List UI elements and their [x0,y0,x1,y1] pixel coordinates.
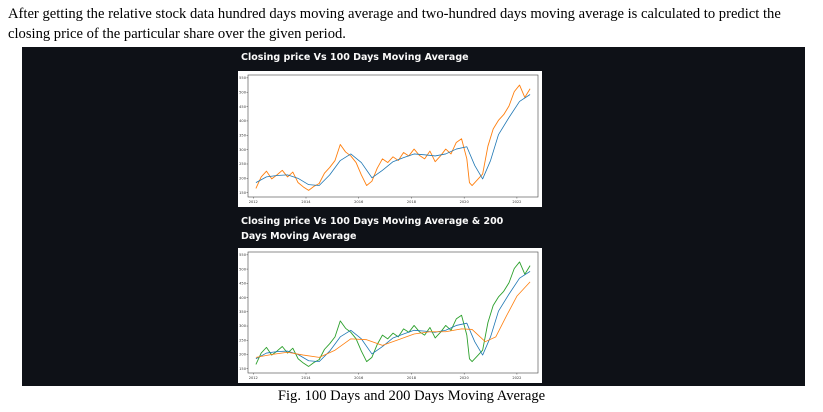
series-line-2 [255,281,531,358]
x-tick-label: 2018 [407,200,417,204]
y-tick-label: 350 [239,133,247,137]
series-line-0 [255,261,531,367]
y-tick-label: 450 [239,282,247,286]
y-tick-label: 450 [239,105,247,109]
x-tick-label: 2022 [512,376,521,380]
series-line-1 [255,271,531,363]
x-tick-label: 2020 [460,200,470,204]
x-tick-label: 2016 [354,200,364,204]
y-tick-label: 200 [239,177,247,181]
x-tick-label: 2014 [301,200,311,204]
y-tick-label: 150 [239,367,247,371]
x-tick-label: 2012 [249,376,258,380]
plot-frame [247,74,539,198]
x-tick-label: 2014 [301,376,311,380]
y-tick-label: 350 [239,310,247,314]
y-tick-label: 250 [239,162,247,166]
y-tick-label: 400 [239,119,247,123]
dark-panel: Closing price Vs 100 Days Moving Average… [22,47,805,386]
plot-frame [247,251,539,374]
chart-1-box: 150 200 250 300 350 400 450 500 550 2012 2014 2016 2… [238,71,542,207]
y-tick-label: 200 [239,353,247,357]
chart-1: 150 200 250 300 350 400 450 500 550 2012 2014 2016 2… [239,74,539,204]
series-line-0 [255,84,531,191]
x-tick-label: 2012 [249,200,258,204]
y-tick-label: 400 [239,296,247,300]
x-tick-label: 2018 [407,376,417,380]
x-tick-label: 2016 [354,376,364,380]
y-tick-label: 500 [239,90,247,94]
x-tick-label: 2022 [512,200,521,204]
y-tick-label: 300 [239,148,247,152]
chart-2-title: Closing price Vs 100 Days Moving Average… [241,216,504,242]
x-tick-label: 2020 [460,376,470,380]
chart-2: 150 200 250 300 350 400 450 500 550 2012 2014 2016 2… [239,251,539,380]
figure-caption: Fig. 100 Days and 200 Days Moving Averag… [277,388,546,404]
body-paragraph: After getting the relative stock data hu… [8,6,781,42]
chart-2-box: 150 200 250 300 350 400 450 500 550 2012 2014 2016 2… [238,248,542,383]
y-tick-label: 550 [239,76,247,80]
series-line-1 [255,94,531,186]
y-tick-label: 250 [239,338,247,342]
y-tick-label: 550 [239,253,247,257]
chart-1-title: Closing price Vs 100 Days Moving Average [241,52,469,63]
y-tick-label: 150 [239,191,247,195]
y-tick-label: 500 [239,267,247,271]
y-tick-label: 300 [239,324,247,328]
